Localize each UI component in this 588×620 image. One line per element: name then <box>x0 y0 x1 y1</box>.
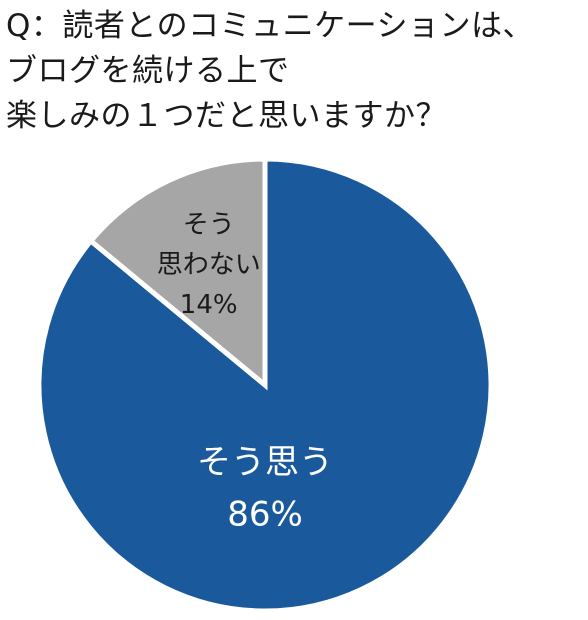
question-line-1: Q：読者とのコミュニケーションは、 <box>6 8 534 44</box>
slice-label-0-0: そう思う <box>197 443 333 483</box>
pie-slice-1 <box>87 156 268 391</box>
slice-value-label-0: 86% <box>227 495 303 535</box>
question-line-3: 楽しみの１つだと思いますか？ <box>6 98 447 134</box>
slice-label-1-0: そう <box>183 210 235 240</box>
slice-label-1-1: 思わない <box>157 250 261 280</box>
question-title: Q：読者とのコミュニケーションは、 ブログを続ける上で 楽しみの１つだと思います… <box>6 4 582 139</box>
slice-value-label-1: 14% <box>180 290 238 320</box>
question-line-2: ブログを続ける上で <box>6 53 290 89</box>
